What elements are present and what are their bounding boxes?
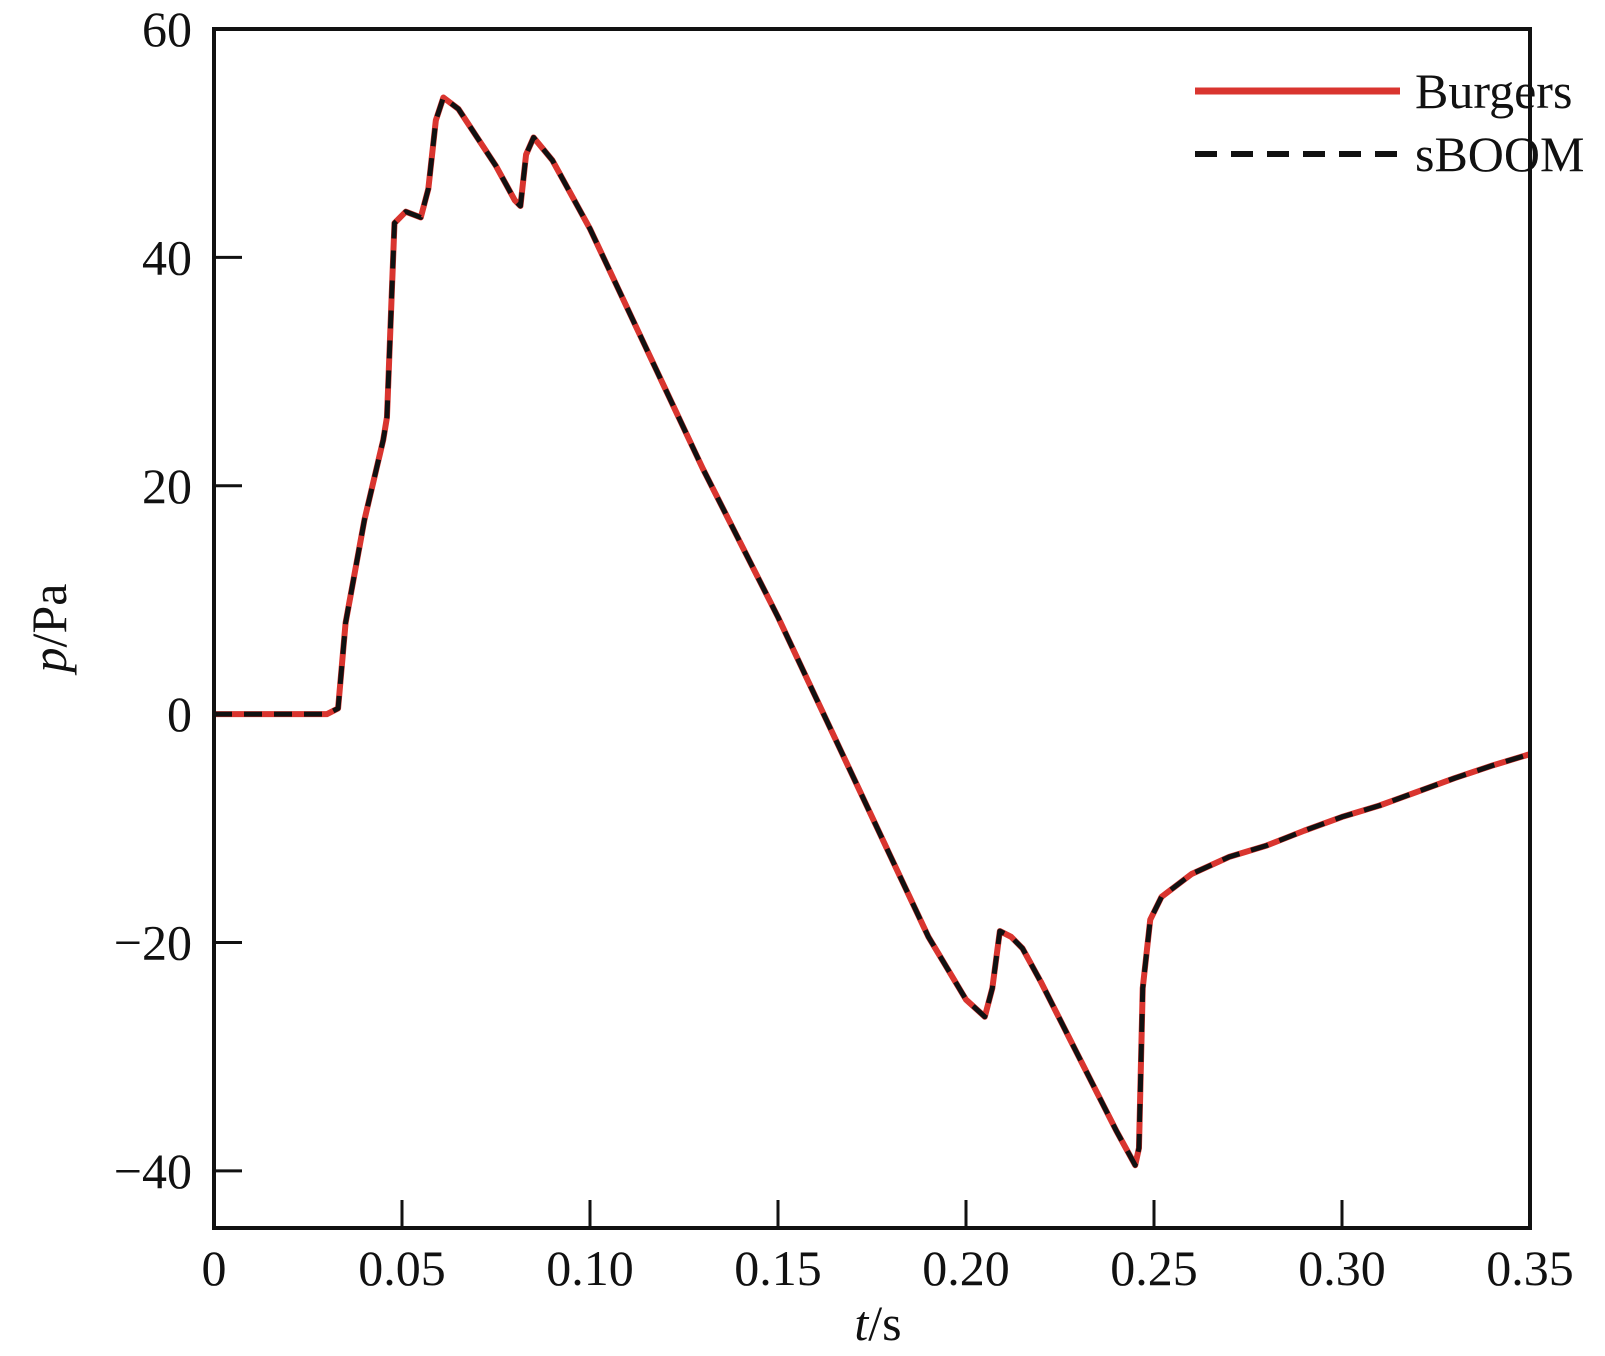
x-tick-label: 0.10 [546,1240,634,1296]
y-label-unit: /Pa [21,584,77,648]
y-axis-label: p/Pa [21,584,77,676]
series-line [214,94,1531,1169]
x-label-unit: /s [868,1295,901,1351]
y-tick-label: 40 [142,229,192,285]
x-axis-label: t/s [854,1295,901,1351]
y-tick-label: −20 [114,915,192,971]
x-tick-label: 0.30 [1298,1240,1386,1296]
y-tick-label: 0 [167,686,192,742]
legend-label: sBOOM [1415,126,1584,182]
x-label-symbol: t [854,1295,869,1351]
x-tick-label: 0.25 [1110,1240,1198,1296]
x-tick-label: 0.35 [1486,1240,1574,1296]
y-label-symbol: p [21,647,77,675]
legend-label: Burgers [1415,63,1572,119]
series-line [214,95,1531,1168]
plot-frame [212,27,1532,1230]
y-tick-label: 60 [142,1,192,57]
y-tick-label: −40 [114,1143,192,1199]
x-tick-label: 0 [202,1240,227,1296]
x-tick-label: 0.15 [734,1240,822,1296]
x-tick-label: 0.05 [358,1240,446,1296]
x-tick-label: 0.20 [922,1240,1010,1296]
y-tick-label: 20 [142,458,192,514]
